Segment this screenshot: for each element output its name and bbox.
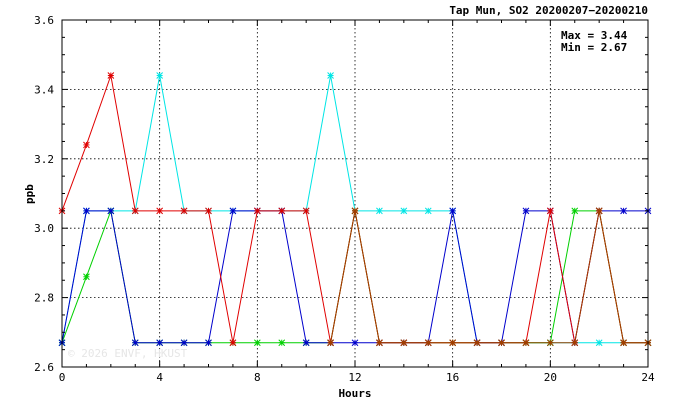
data-point [449, 339, 457, 347]
x-tick-label: 20 [544, 371, 557, 384]
data-series [327, 207, 652, 347]
data-point [424, 207, 432, 215]
data-point [180, 207, 188, 215]
y-tick-label: 3.6 [34, 14, 54, 27]
data-point [253, 207, 261, 215]
max-annotation: Max = 3.44 [561, 29, 628, 42]
x-tick-label: 8 [254, 371, 261, 384]
data-point [449, 207, 457, 215]
data-point [376, 207, 383, 215]
data-point [131, 339, 139, 347]
data-point [302, 207, 310, 215]
data-point [424, 339, 432, 347]
data-point [327, 72, 334, 79]
data-point [351, 207, 359, 215]
x-axis-title: Hours [338, 387, 371, 400]
data-point [156, 207, 164, 215]
data-point [278, 339, 286, 347]
series-layer [58, 72, 652, 347]
data-point [229, 207, 237, 215]
data-point [571, 207, 579, 215]
data-point [327, 339, 334, 347]
data-point [156, 339, 164, 347]
axis-tick-labels: 0 4 8 12 16 20 24 2.6 2.8 3.0 3.2 3.4 3.6 [34, 14, 655, 384]
data-point [83, 273, 90, 281]
x-tick-label: 16 [446, 371, 459, 384]
data-point [400, 207, 408, 215]
y-axis-title: ppb [23, 184, 36, 204]
data-point [522, 339, 530, 347]
data-point [546, 207, 554, 215]
x-tick-label: 24 [641, 371, 655, 384]
data-point [156, 72, 164, 79]
data-point [107, 72, 115, 79]
data-point [546, 339, 554, 347]
data-point [498, 339, 505, 347]
data-point [473, 339, 481, 347]
x-tick-label: 4 [156, 371, 163, 384]
y-tick-label: 2.6 [34, 361, 54, 374]
data-point [205, 207, 212, 215]
x-tick-label: 0 [59, 371, 66, 384]
data-point [229, 339, 237, 347]
data-point [571, 339, 579, 347]
data-point [253, 339, 261, 347]
y-tick-label: 3.2 [34, 153, 54, 166]
data-point [205, 339, 212, 347]
data-point [376, 339, 383, 347]
data-point [180, 339, 188, 347]
y-tick-label: 3.0 [34, 222, 54, 235]
grid-lines [62, 20, 648, 367]
y-tick-label: 3.4 [34, 83, 54, 96]
data-point [400, 339, 408, 347]
data-point [278, 207, 286, 215]
x-tick-label: 12 [348, 371, 361, 384]
axis-ticks [61, 19, 649, 368]
y-tick-label: 2.8 [34, 292, 54, 305]
data-point [595, 207, 603, 215]
data-point [620, 207, 627, 215]
data-point [107, 207, 115, 215]
data-point [351, 339, 359, 347]
data-point [522, 207, 530, 215]
data-point [620, 339, 627, 347]
data-point [302, 339, 310, 347]
data-point [83, 207, 90, 215]
min-annotation: Min = 2.67 [561, 41, 627, 54]
watermark-text: © 2026 ENVF, HKUST [68, 347, 188, 360]
data-point [595, 339, 603, 347]
data-point [131, 207, 139, 215]
series-line [330, 210, 648, 344]
data-point [83, 141, 90, 149]
chart-title: Tap Mun, SO2 20200207−20200210 [449, 4, 648, 17]
